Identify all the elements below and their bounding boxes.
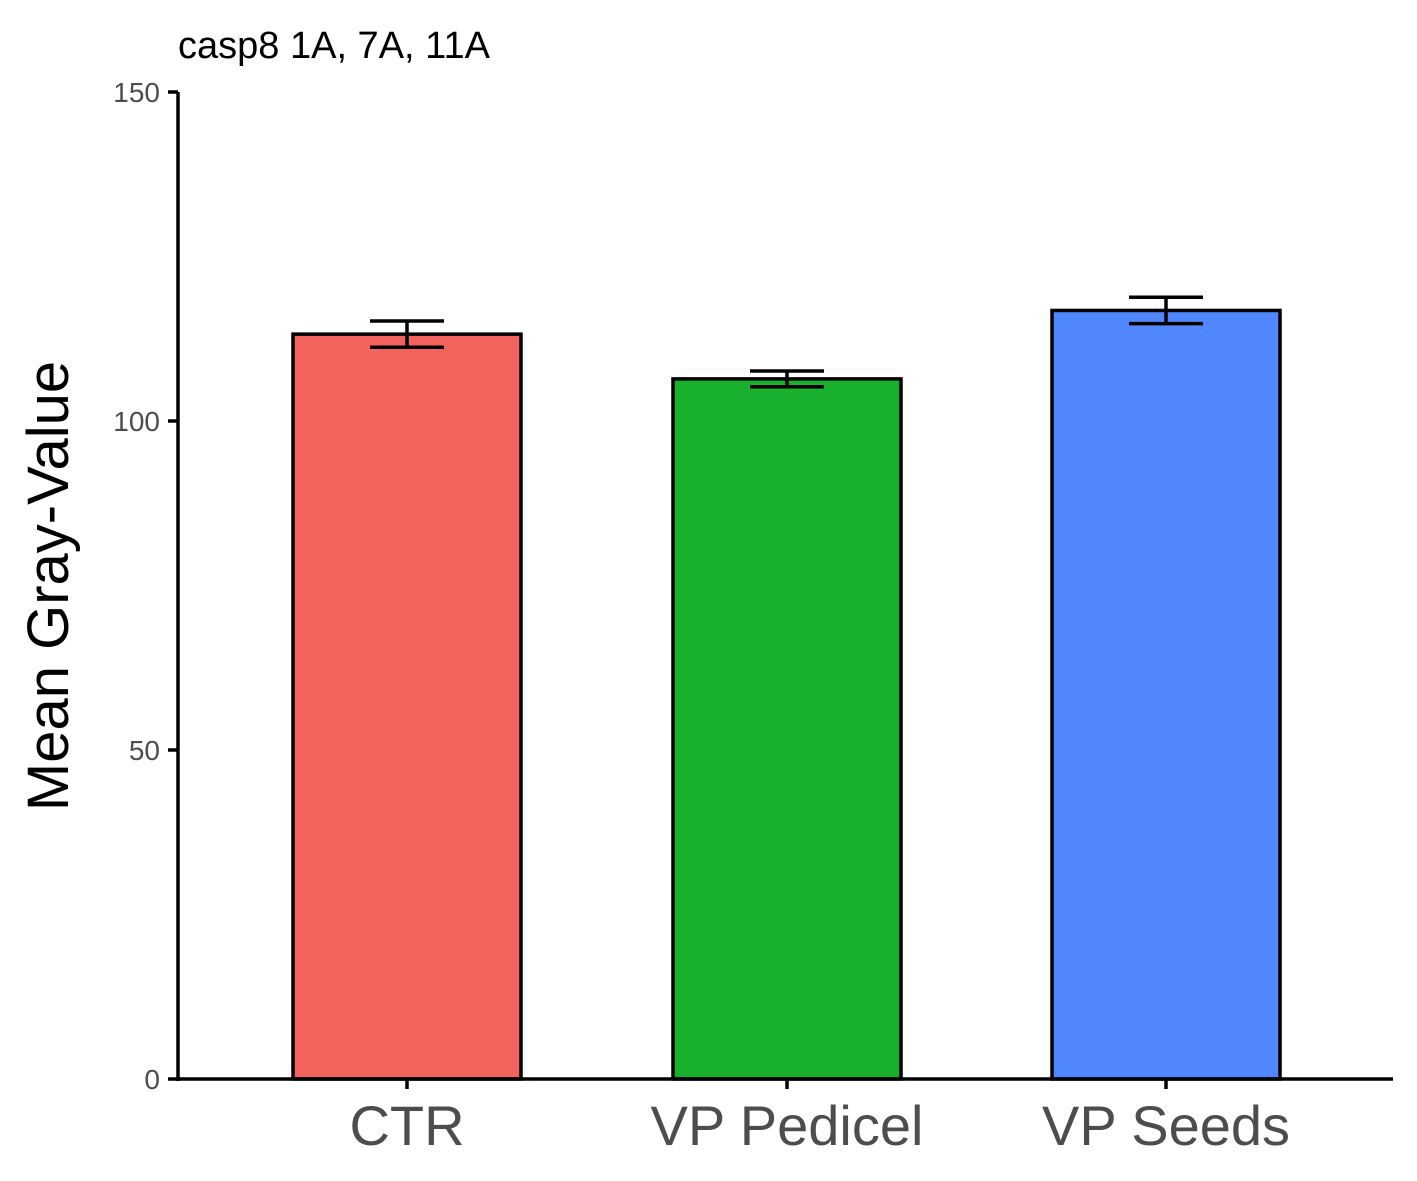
bar-vp-pedicel <box>671 377 903 1081</box>
bars-group <box>291 308 1282 1081</box>
x-tick-label-vp-seeds: VP Seeds <box>1042 1094 1290 1157</box>
y-tick-label: 0 <box>144 1064 160 1095</box>
error-bar-ctr <box>370 319 444 350</box>
y-tick-label: 100 <box>113 406 160 437</box>
y-axis-ticks: 0 50 100 150 <box>113 77 178 1095</box>
y-tick-label: 50 <box>129 735 160 766</box>
bar-ctr <box>291 332 523 1081</box>
x-tick-label-vp-pedicel: VP Pedicel <box>651 1094 924 1157</box>
bar-vp-seeds <box>1050 308 1282 1081</box>
chart-title: casp8 1A, 7A, 11A <box>178 25 491 67</box>
error-bar-vp-pedicel <box>750 369 824 389</box>
x-axis-ticks: CTR VP Pedicel VP Seeds <box>349 1079 1290 1157</box>
error-bars-group <box>370 295 1203 389</box>
error-bar-vp-seeds <box>1129 295 1203 326</box>
y-tick-label: 150 <box>113 77 160 108</box>
y-axis-label: Mean Gray-Value <box>16 361 81 811</box>
x-tick-label-ctr: CTR <box>349 1094 464 1157</box>
